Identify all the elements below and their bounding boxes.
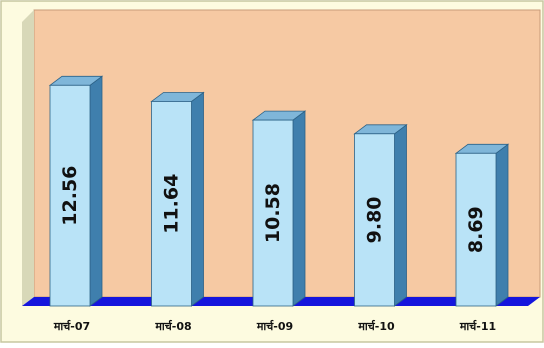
x-tick-label: मार्च-11: [459, 319, 496, 333]
x-tick-label: मार्च-10: [357, 319, 395, 333]
x-tick-label: मार्च-08: [154, 319, 191, 333]
bar-value-label: 9.80: [364, 196, 386, 243]
bar-front: [49, 84, 91, 307]
bar-3: 10.58: [251, 110, 307, 307]
x-tick-label: मार्च-07: [53, 319, 90, 333]
bar-front: [455, 152, 497, 307]
x-tick-label: मार्च-09: [256, 319, 293, 333]
bar-side: [89, 75, 103, 307]
bar-side: [191, 91, 204, 307]
bar-4: 9.80: [353, 124, 408, 307]
bar-front: [252, 119, 294, 307]
bar-value-label: 10.58: [262, 183, 284, 243]
x-axis-labels: मार्च-07 मार्च-08 मार्च-09 मार्च-10 मार्च-11: [53, 319, 496, 333]
bar-value-label: 12.56: [59, 166, 81, 226]
bar-side: [292, 110, 306, 307]
bar-5: 8.69: [454, 143, 510, 307]
bar-2: 11.64: [150, 91, 205, 307]
bar-1: 12.56: [48, 75, 104, 307]
bars-group: 12.56 11.64 10.58 9.80 8.69: [48, 75, 510, 307]
bar-value-label: 11.64: [161, 174, 183, 234]
bar-front: [151, 101, 192, 307]
bar-side: [394, 124, 407, 307]
bar-side: [495, 143, 509, 307]
bar-front: [354, 133, 395, 307]
bar-value-label: 8.69: [465, 206, 487, 253]
plot-left-wall: [22, 10, 34, 306]
